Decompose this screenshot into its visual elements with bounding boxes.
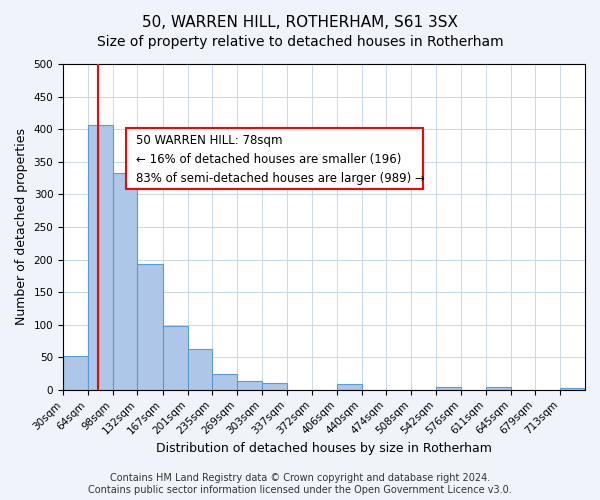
Bar [486, 388, 511, 390]
Bar [88, 126, 113, 390]
Bar [113, 174, 137, 390]
Bar [237, 380, 262, 390]
Bar [212, 374, 237, 390]
Bar [262, 384, 287, 390]
Text: Size of property relative to detached houses in Rotherham: Size of property relative to detached ho… [97, 35, 503, 49]
Bar [436, 386, 461, 390]
Bar [63, 356, 88, 390]
Text: 50, WARREN HILL, ROTHERHAM, S61 3SX: 50, WARREN HILL, ROTHERHAM, S61 3SX [142, 15, 458, 30]
Bar [337, 384, 362, 390]
X-axis label: Distribution of detached houses by size in Rotherham: Distribution of detached houses by size … [156, 442, 492, 455]
Bar [163, 326, 188, 390]
Bar [560, 388, 585, 390]
Bar [137, 264, 163, 390]
Text: 50 WARREN HILL: 78sqm
← 16% of detached houses are smaller (196)
83% of semi-det: 50 WARREN HILL: 78sqm ← 16% of detached … [136, 134, 425, 185]
Bar [188, 350, 212, 390]
Y-axis label: Number of detached properties: Number of detached properties [15, 128, 28, 326]
Text: Contains HM Land Registry data © Crown copyright and database right 2024.
Contai: Contains HM Land Registry data © Crown c… [88, 474, 512, 495]
FancyBboxPatch shape [125, 128, 423, 190]
